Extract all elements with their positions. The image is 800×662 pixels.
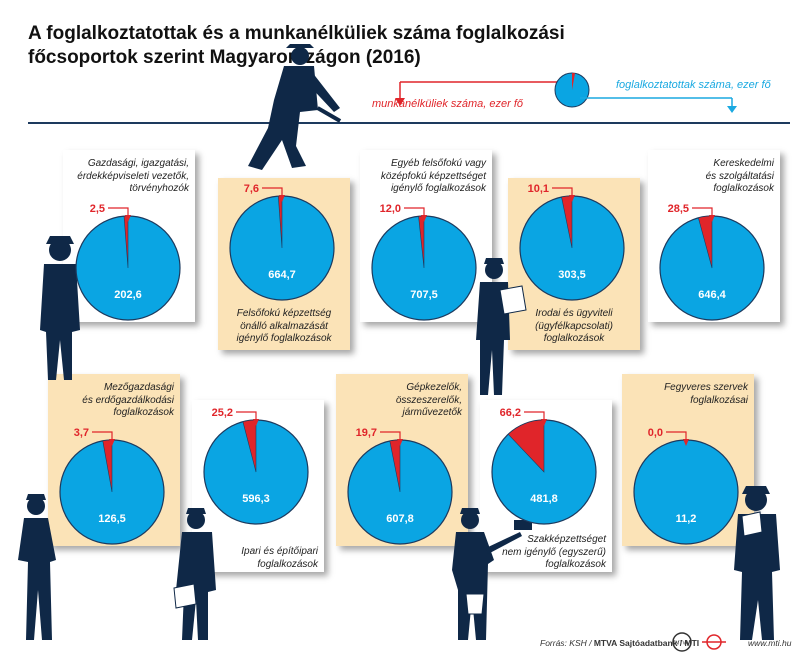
pie-label-employed: 664,7: [268, 269, 296, 281]
chart-title: A foglalkoztatottak és a munkanélküliek …: [28, 23, 565, 68]
label-line: érdekképviseleti vezetők,: [77, 170, 189, 182]
pie-pointer-arrow: [109, 439, 115, 446]
label-line: Gépkezelők,: [406, 382, 462, 393]
source-prefix: Forrás: KSH /: [540, 638, 594, 648]
label-line: foglalkozások: [545, 559, 606, 570]
pie-label-unemployed: 19,7: [356, 427, 377, 439]
source-agency: MTVA Sajtóadatbank / MTI: [593, 638, 700, 648]
pickaxe-worker-illustration: [248, 44, 342, 170]
panel-9-label: Szakképzettséget nem igénylő (egyszerű) …: [484, 534, 606, 572]
label-line: Gazdasági, igazgatási,: [87, 158, 189, 169]
label-line: összeszerelők,: [395, 394, 462, 406]
pie-label-unemployed: 28,5: [668, 203, 689, 215]
label-line: Szakképzettséget: [527, 534, 606, 545]
panel-10-label: Fegyveres szervek foglalkozásai: [626, 382, 748, 407]
pie-label-employed: 202,6: [114, 289, 142, 301]
phone-worker-illustration: [40, 236, 80, 380]
pie-label-unemployed: 2,5: [90, 203, 105, 215]
pie-pointer-arrow: [397, 439, 403, 446]
pie-label-unemployed: 10,1: [528, 183, 549, 195]
bucket-worker-paper: [173, 583, 197, 609]
bucket-worker-illustration: [176, 508, 216, 640]
hammer-worker-illustration: [452, 508, 532, 640]
pie-pointer-arrow: [125, 215, 131, 222]
pie-pointer-arrow: [279, 195, 285, 202]
label-line: foglalkozások: [113, 407, 174, 418]
legend-graphic: [395, 72, 737, 113]
legend-unemployed-label: munkanélküliek száma, ezer fő: [372, 98, 524, 110]
panel-2-label: Felsőfokú képzettség önálló alkalmazását…: [220, 308, 348, 346]
pie-label-unemployed: 3,7: [74, 427, 89, 439]
label-line: (ügyfélkapcsolati): [535, 320, 613, 332]
label-line: igénylő foglalkozások: [390, 183, 486, 194]
pie-pointer-arrow: [421, 215, 427, 222]
label-line: Irodai és ügyviteli: [535, 308, 613, 319]
panel-8-label: Gépkezelők, összeszerelők, járművezetők: [340, 382, 462, 420]
pie-pointer-arrow: [709, 215, 715, 222]
pie-pointer-arrow: [683, 439, 689, 446]
pie-label-employed: 481,8: [530, 493, 558, 505]
pie-label-unemployed: 25,2: [212, 407, 233, 419]
label-line: foglalkozások: [713, 183, 774, 194]
pie-label-unemployed: 12,0: [380, 203, 401, 215]
label-line: igénylő foglalkozások: [236, 333, 332, 344]
pie-pointer-arrow: [253, 419, 259, 426]
clipboard-worker-illustration: [734, 486, 780, 640]
label-line: törvényhozók: [129, 183, 189, 194]
label-line: Felsőfokú képzettség: [236, 308, 332, 319]
pie-label-unemployed: 7,6: [244, 183, 259, 195]
label-line: és szolgáltatási: [705, 170, 774, 182]
bucket: [465, 593, 485, 615]
label-line: középfokú képzettséget: [380, 170, 486, 182]
footer-url: www.mti.hu: [748, 638, 792, 648]
header-divider: [28, 122, 790, 124]
mtva-logo-icon: [672, 632, 692, 652]
plan-paper: [499, 285, 527, 315]
panel-5-label: Kereskedelmi és szolgáltatási foglalkozá…: [652, 158, 774, 196]
pie-pointer-arrow: [569, 195, 575, 202]
label-line: járművezetők: [402, 407, 462, 418]
pie-label-employed: 11,2: [676, 513, 697, 525]
panel-3-label: Egyéb felsőfokú vagy középfokú képzettsé…: [364, 158, 486, 196]
pie-label-unemployed: 0,0: [648, 427, 663, 439]
label-line: Egyéb felsőfokú vagy: [390, 158, 486, 169]
pie-pointer-arrow: [541, 419, 547, 426]
clipboard-paper: [741, 511, 763, 537]
tablet-woman-illustration: [18, 494, 56, 640]
legend-employed-label: foglalkoztatottak száma, ezer fő: [616, 79, 771, 91]
pie-label-unemployed: 66,2: [500, 407, 521, 419]
label-line: Mezőgazdasági: [103, 382, 174, 393]
label-line: foglalkozások: [257, 558, 318, 570]
panel-6-label: Mezőgazdasági és erdőgazdálkodási foglal…: [52, 382, 174, 420]
label-line: Ipari és építőipari: [241, 546, 318, 557]
pie-label-employed: 303,5: [558, 269, 586, 281]
mtva-logo-text: MTVA: [675, 641, 689, 647]
pie-label-employed: 607,8: [386, 513, 414, 525]
label-line: önálló alkalmazását: [240, 320, 328, 332]
panel-1-label: Gazdasági, igazgatási, érdekképviseleti …: [67, 158, 189, 196]
label-line: Fegyveres szervek: [664, 382, 748, 393]
label-line: és erdőgazdálkodási: [82, 394, 174, 406]
label-line: foglalkozások: [543, 333, 605, 344]
panel-7-label: Ipari és építőipari foglalkozások: [196, 546, 318, 571]
pie-label-employed: 707,5: [410, 289, 438, 301]
label-line: Kereskedelmi: [713, 158, 774, 169]
label-line: nem igénylő (egyszerű): [502, 546, 606, 558]
pie-label-employed: 596,3: [242, 493, 270, 505]
pie-label-employed: 646,4: [698, 289, 726, 301]
pie-label-employed: 126,5: [98, 513, 126, 525]
plan-reading-worker-illustration: [476, 258, 510, 395]
label-line: foglalkozásai: [690, 394, 748, 406]
panel-4-label: Irodai és ügyviteli (ügyfélkapcsolati) f…: [510, 308, 638, 346]
source-note: Forrás: KSH / MTVA Sajtóadatbank / MTI: [540, 638, 699, 648]
